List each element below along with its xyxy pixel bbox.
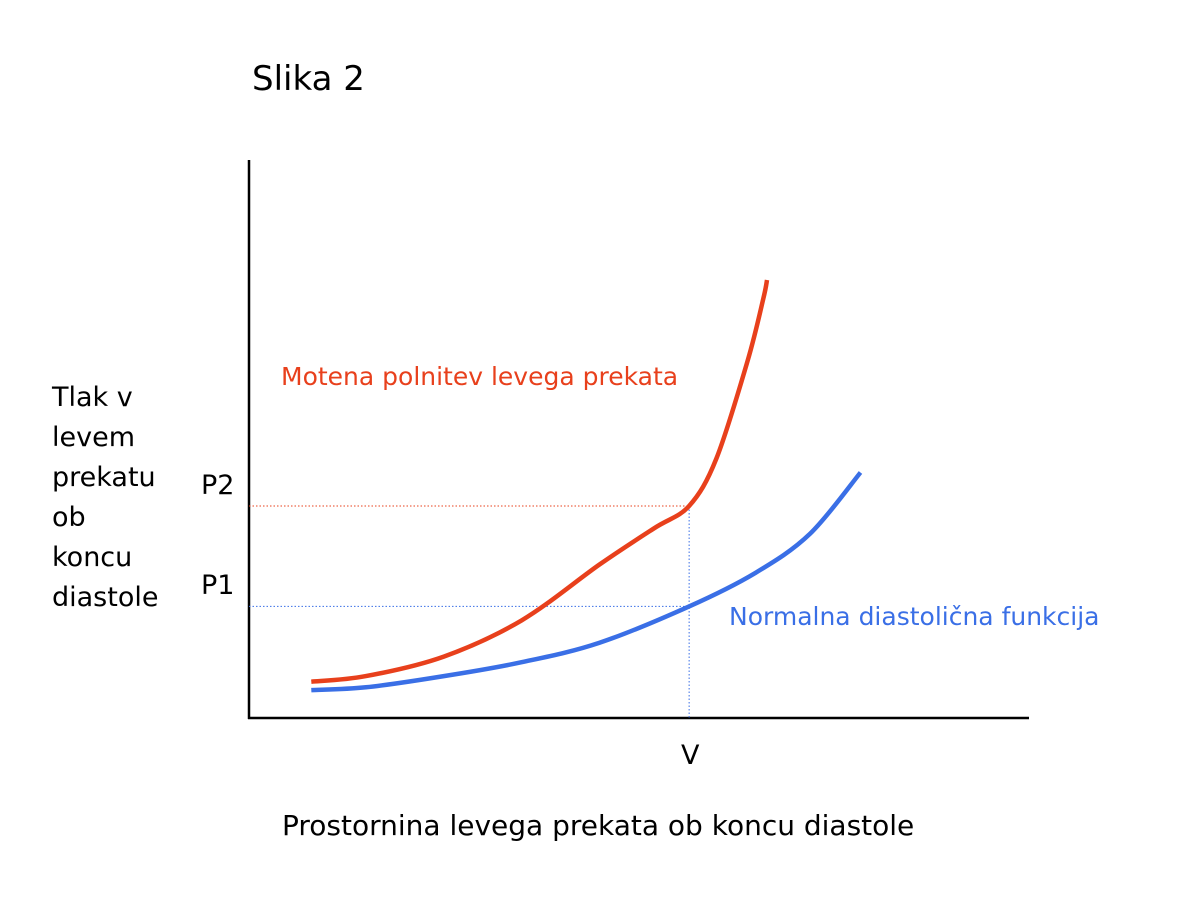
impaired-curve: [311, 279, 770, 684]
p2-tick-label: P2: [201, 470, 235, 501]
normal-curve: [311, 471, 863, 693]
x-axis-label: Prostornina levega prekata ob koncu dias…: [282, 809, 915, 842]
y-axis-label: Tlak v levem prekatu ob koncu diastole: [52, 382, 159, 613]
chart-title: Slika 2: [252, 59, 365, 99]
normal-function-series-label: Normalna diastolična funkcija: [729, 602, 1100, 631]
p1-tick-label: P1: [201, 570, 235, 601]
impaired-filling-series-label: Motena polnitev levega prekata: [281, 362, 679, 391]
reference-guides: [249, 505, 690, 718]
curves: [311, 279, 863, 693]
v-tick-label: V: [681, 740, 700, 771]
